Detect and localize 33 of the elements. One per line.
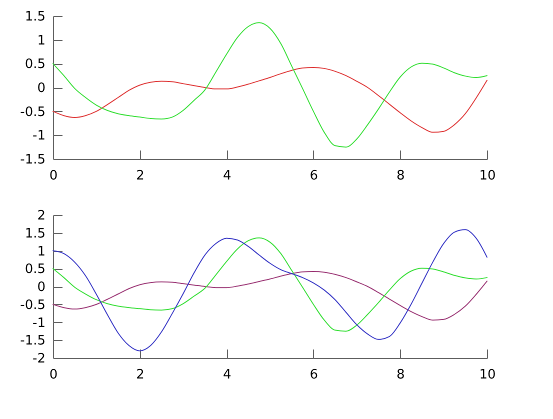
y-tick-label: 1.5 [24, 226, 46, 242]
x-tick-label: 10 [479, 168, 496, 184]
y-tick-label: 0 [37, 280, 46, 295]
y-tick-label: -2 [32, 352, 46, 366]
x-tick-label: 10 [479, 368, 496, 382]
y-tick-label: -1 [32, 316, 46, 331]
x-tick-label: 2 [136, 168, 144, 184]
y-tick-label: -1 [32, 128, 46, 144]
line-series [52, 237, 488, 332]
y-tick-label: 1 [37, 244, 46, 260]
x-tick-label: 4 [222, 368, 232, 382]
line-series [52, 270, 488, 321]
y-tick-label: 2 [37, 208, 46, 224]
y-tick-label: 1 [37, 33, 46, 48]
y-tick-label: -1.5 [20, 152, 46, 168]
line-series [52, 66, 488, 133]
line-series [52, 229, 488, 352]
y-tick-label: -1.5 [20, 334, 46, 349]
x-tick-label: 4 [222, 168, 232, 184]
line-series [52, 22, 488, 148]
x-tick-label: 8 [396, 368, 405, 382]
y-tick-label: 0.5 [24, 262, 46, 278]
x-tick-label: 8 [396, 168, 405, 184]
x-tick-label: 0 [49, 368, 58, 382]
x-tick-label: 0 [49, 168, 58, 184]
x-tick-label: 6 [310, 168, 318, 184]
x-tick-label: 6 [310, 368, 318, 382]
y-tick-label: -0.5 [20, 104, 46, 120]
y-tick-label: 0.5 [24, 57, 46, 72]
y-tick-label: 1.5 [24, 10, 46, 24]
x-tick-label: 2 [136, 368, 144, 382]
y-tick-label: 0 [37, 81, 46, 96]
y-tick-label: -0.5 [20, 298, 46, 313]
